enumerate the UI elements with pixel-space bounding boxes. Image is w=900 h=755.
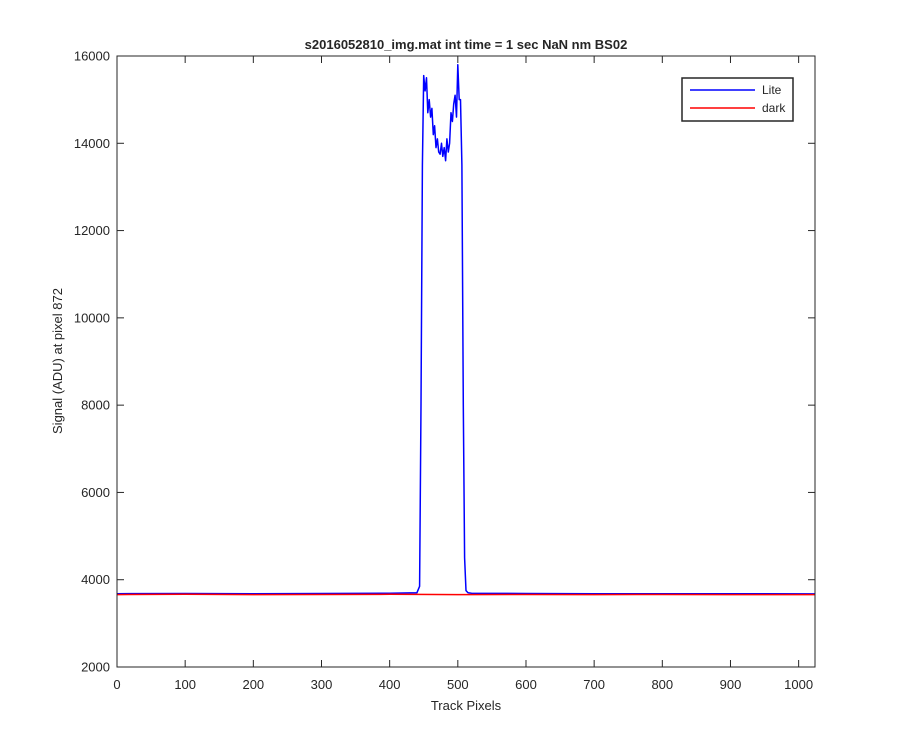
y-tick-label: 6000 <box>81 485 110 500</box>
legend-label-dark: dark <box>762 101 786 115</box>
legend: Lite dark <box>682 78 793 121</box>
y-tick-label: 12000 <box>74 223 110 238</box>
x-tick-label: 400 <box>379 677 401 692</box>
y-tick-label: 2000 <box>81 660 110 675</box>
chart-title: s2016052810_img.mat int time = 1 sec NaN… <box>305 37 628 52</box>
y-tick-label: 14000 <box>74 136 110 151</box>
y-tick-label: 16000 <box>74 49 110 64</box>
x-tick-label: 0 <box>113 677 120 692</box>
x-tick-label: 700 <box>583 677 605 692</box>
y-tick-label: 8000 <box>81 398 110 413</box>
legend-label-lite: Lite <box>762 83 782 97</box>
x-tick-label: 600 <box>515 677 537 692</box>
x-tick-label: 200 <box>242 677 264 692</box>
x-tick-label: 100 <box>174 677 196 692</box>
y-tick-label: 4000 <box>81 572 110 587</box>
x-tick-label: 900 <box>720 677 742 692</box>
x-tick-label: 500 <box>447 677 469 692</box>
x-tick-label: 300 <box>311 677 333 692</box>
y-tick-label: 10000 <box>74 310 110 325</box>
x-tick-label: 1000 <box>784 677 813 692</box>
y-axis-label: Signal (ADU) at pixel 872 <box>50 288 65 434</box>
x-tick-label: 800 <box>651 677 673 692</box>
x-axis-label: Track Pixels <box>431 698 502 713</box>
